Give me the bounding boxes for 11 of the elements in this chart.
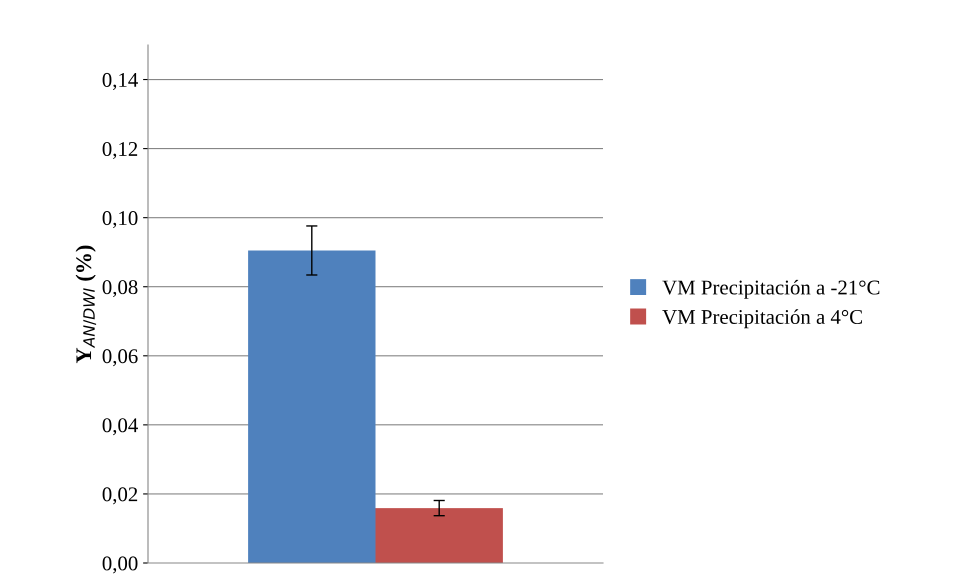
y-tick-label: 0,02: [102, 487, 138, 504]
y-tick-label: 0,10: [102, 211, 138, 228]
y-tick-label: 0,14: [102, 72, 138, 90]
y-tick-label: 0,04: [102, 418, 138, 436]
y-tick-label: 0,12: [102, 142, 138, 160]
y-tick-label: 0,00: [102, 556, 138, 574]
y-axis-title: Y$_{AN/DWI}$ (%): [76, 246, 96, 364]
legend-label: VM Precipitación a -21°C: [662, 280, 880, 299]
legend-label: VM Precipitación a 4°C: [662, 309, 862, 328]
y-tick-label: 0,06: [102, 349, 138, 366]
y-tick-label: 0,08: [102, 280, 138, 298]
